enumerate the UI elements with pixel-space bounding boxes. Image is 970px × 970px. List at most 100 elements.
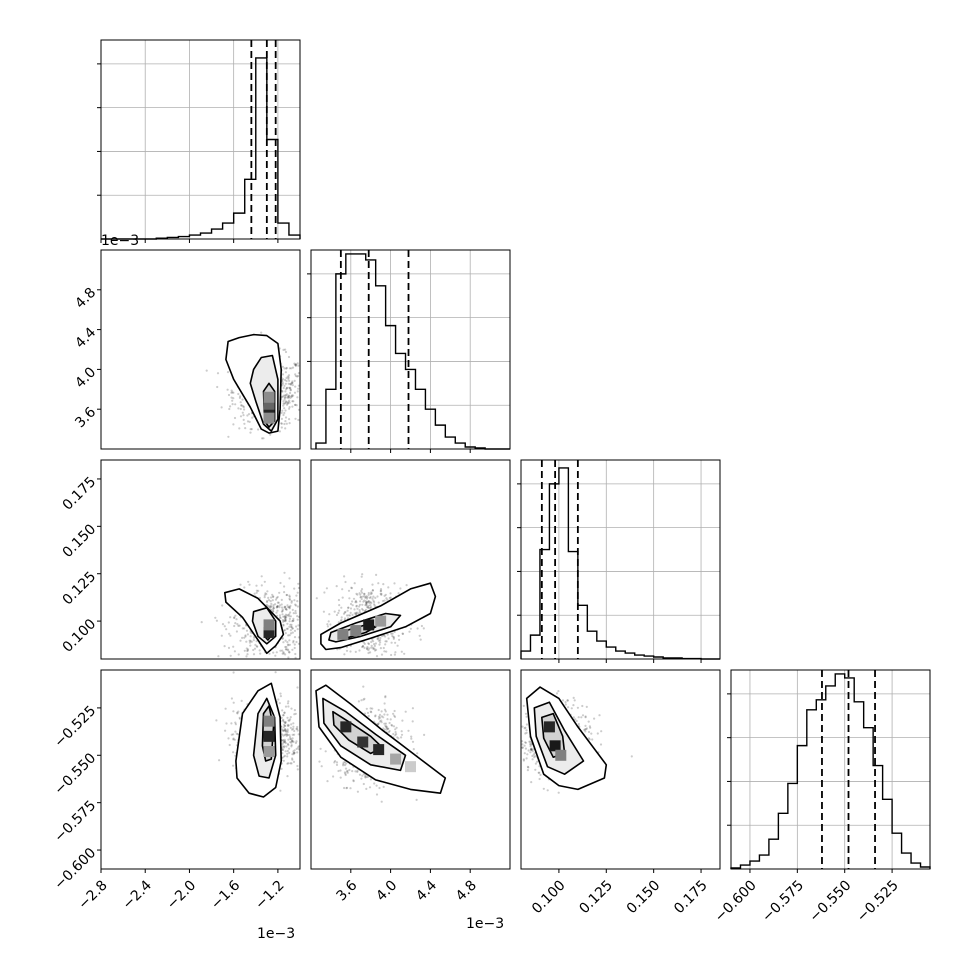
scatter-point [388,721,391,725]
scatter-point [263,596,266,599]
scatter-point [390,723,393,727]
scatter-point [228,407,231,411]
scatter-point [291,631,294,634]
scatter-point [282,718,285,721]
scatter-point [356,611,359,614]
scatter-point [249,431,252,434]
scatter-point [296,729,299,732]
scatter-point [283,740,287,743]
scatter-point [289,388,292,391]
scatter-point [238,396,241,399]
scatter-point [257,589,260,593]
scatter-point [367,600,371,603]
scatter-point [383,728,386,731]
scatter-point [243,586,246,589]
x-tick-label: −0.575 [759,877,807,925]
scatter-point [288,605,291,609]
scatter-point [346,614,349,617]
scatter-point [288,597,291,600]
panel-d31 [310,669,511,873]
scatter-point [361,607,364,611]
density-cell [373,744,385,756]
scatter-point [290,367,293,370]
scatter-point [364,596,367,599]
scatter-point [285,403,289,406]
scatter-point [234,614,237,617]
scatter-point [348,768,351,772]
scatter-point [281,719,284,722]
scatter-point [286,627,289,630]
scatter-point [243,636,246,639]
scatter-point [358,773,362,776]
density-cell [375,615,387,627]
scatter-point [285,422,288,425]
density-cell [357,736,369,748]
scatter-point [252,653,256,656]
scatter-point [379,589,383,592]
scatter-point [286,731,289,734]
scatter-point [391,632,394,635]
scatter-point [401,632,404,635]
scatter-point [272,651,275,654]
scatter-point [536,760,539,763]
scatter-point [291,608,294,612]
scatter-point [233,624,236,628]
scatter-point [368,786,372,789]
y-tick-label: −0.575 [51,798,99,846]
scatter-point [287,374,291,377]
scatter-point [370,601,373,605]
scatter-point [288,613,291,616]
scatter-point [566,699,569,702]
scatter-point [290,395,293,398]
scatter-point [285,648,288,651]
scatter-point [288,386,291,389]
scatter-point [373,600,376,604]
scatter-point [291,620,294,623]
scatter-point [358,603,362,606]
scatter-point [585,727,589,730]
scatter-point [329,623,332,626]
scatter-point [232,737,235,740]
scatter-point [281,745,284,748]
scatter-point [230,389,233,392]
scatter-point [282,734,285,737]
scatter-point [290,723,293,726]
scatter-point [294,656,297,660]
scatter-point [229,405,232,408]
scatter-point [286,648,289,651]
scatter-point [293,599,296,602]
scatter-point [373,604,376,607]
scatter-point [229,654,232,657]
scatter-point [291,627,294,630]
scatter-point [272,595,275,598]
scatter-point [297,615,300,619]
scatter-point [290,707,293,710]
scatter-point [352,597,356,600]
scatter-point [367,591,370,595]
scatter-point [283,605,287,608]
scatter-point [360,597,363,601]
scatter-point [294,403,297,407]
scatter-point [521,725,524,728]
scatter-point [289,716,292,719]
density-cell [263,405,275,417]
scatter-point [375,655,379,658]
scatter-point [382,716,385,719]
scatter-point [362,698,365,701]
scatter-point [367,604,370,607]
scatter-point [283,591,286,594]
scatter-point [401,719,404,722]
scatter-point [282,400,285,403]
scatter-point [267,596,270,600]
scatter-point [294,403,297,406]
scatter-point [294,652,297,656]
scatter-point [295,727,298,731]
scatter-point [374,715,377,718]
scatter-point [343,575,346,578]
scatter-point [366,646,369,649]
scatter-point [289,604,292,608]
scatter-point [534,768,537,771]
scatter-point [274,603,277,606]
scatter-point [398,638,401,641]
scatter-point [278,702,281,705]
